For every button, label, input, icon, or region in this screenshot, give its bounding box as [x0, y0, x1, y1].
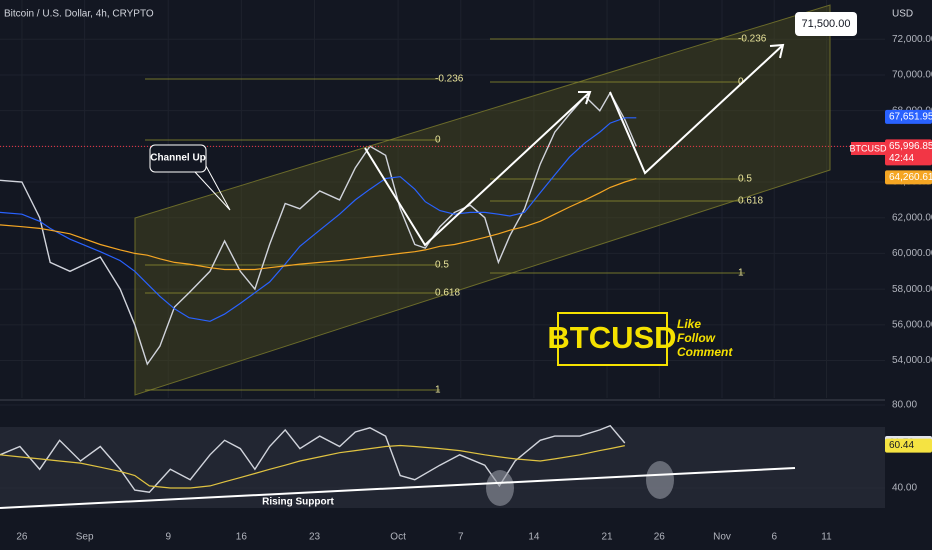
channel-label: Channel Up	[150, 153, 206, 164]
x-tick-label: Sep	[76, 532, 94, 543]
y-tick-label: 56,000.00	[892, 319, 932, 330]
callout-pointer	[194, 165, 231, 211]
price-tag	[885, 139, 932, 166]
rsi-band	[0, 427, 885, 508]
price-line	[0, 91, 637, 366]
fib-set: -0.236 0 0.5 0.618 1	[490, 34, 767, 279]
countdown: 42:44	[889, 153, 914, 164]
y-tick-label: 72,000.00	[892, 34, 932, 45]
x-tick-label: 16	[236, 532, 248, 543]
x-tick-label: 6	[771, 532, 777, 543]
fib-label: 0.618	[738, 196, 763, 207]
fib-label: 1	[435, 385, 441, 396]
price-tag-label: 67,651.95	[889, 112, 932, 123]
arrow-head	[578, 91, 592, 105]
fib-label: 0	[738, 77, 744, 88]
price-tag-label: 64,260.61	[889, 172, 932, 183]
y-tick-label: 40.00	[892, 483, 917, 494]
price-line	[0, 424, 626, 493]
brand-label: BTCUSD	[547, 320, 676, 355]
support-line	[0, 467, 796, 509]
price-tag	[885, 109, 932, 124]
symbol-tag	[851, 142, 885, 155]
highlight	[486, 470, 514, 506]
x-tick-label: 23	[309, 532, 321, 543]
axis-layer: 54,000.00 56,000.00 58,000.00 60,000.00 62,0…	[16, 34, 932, 543]
price-tag-label: 60.44	[889, 440, 914, 451]
target-callout	[795, 12, 857, 36]
price-tag	[885, 438, 932, 453]
x-tick-label: Nov	[713, 532, 731, 543]
x-tick-label: Oct	[390, 532, 406, 543]
price-tag-label: 65,996.85	[889, 141, 932, 152]
x-tick-label: 7	[458, 532, 464, 543]
projection	[364, 91, 591, 247]
x-tick-label: 26	[654, 532, 666, 543]
fib-label: -0.236	[435, 74, 464, 85]
price-tag	[885, 170, 932, 185]
symbol-title: Bitcoin / U.S. Dollar, 4h, CRYPTO	[4, 9, 154, 20]
x-tick-label: 21	[602, 532, 614, 543]
x-tick-label: 14	[528, 532, 540, 543]
x-tick-label: 26	[16, 532, 28, 543]
promo-text: Like	[677, 317, 701, 331]
promo-text: Comment	[677, 345, 733, 359]
symbol-tag-label: BTCUSD	[849, 143, 887, 153]
fib-label: 1	[738, 268, 744, 279]
y-tick-label: 62,000.00	[892, 212, 932, 223]
projection	[609, 44, 784, 175]
y-tick-label: 54,000.00	[892, 355, 932, 366]
fib-label: 0.5	[738, 174, 752, 185]
y-tick-label: 58,000.00	[892, 284, 932, 295]
currency: USD	[892, 9, 913, 20]
highlight	[646, 461, 674, 499]
channel-callout	[149, 144, 207, 173]
support-label: Rising Support	[262, 497, 334, 508]
arrow-head	[769, 43, 785, 59]
series-layer	[0, 91, 885, 493]
y-tick-label: 60,000.00	[892, 248, 932, 259]
target-label: 71,500.00	[802, 18, 851, 30]
price-line	[0, 177, 637, 271]
price-axis	[885, 0, 932, 550]
brand-box	[557, 312, 668, 366]
fib-label: -0.236	[738, 34, 767, 45]
channel	[134, 4, 831, 396]
fib-label: 0.5	[435, 260, 449, 271]
price-line	[0, 117, 637, 322]
price-line	[0, 444, 625, 489]
fib-label: 0	[435, 135, 441, 146]
y-tick-label: 70,000.00	[892, 70, 932, 81]
x-tick-label: 9	[165, 532, 171, 543]
promo-text: Follow	[677, 331, 716, 345]
y-tick-label: 80.00	[892, 400, 917, 411]
fib-label: 0.618	[435, 288, 460, 299]
x-tick-label: 11	[821, 532, 832, 543]
